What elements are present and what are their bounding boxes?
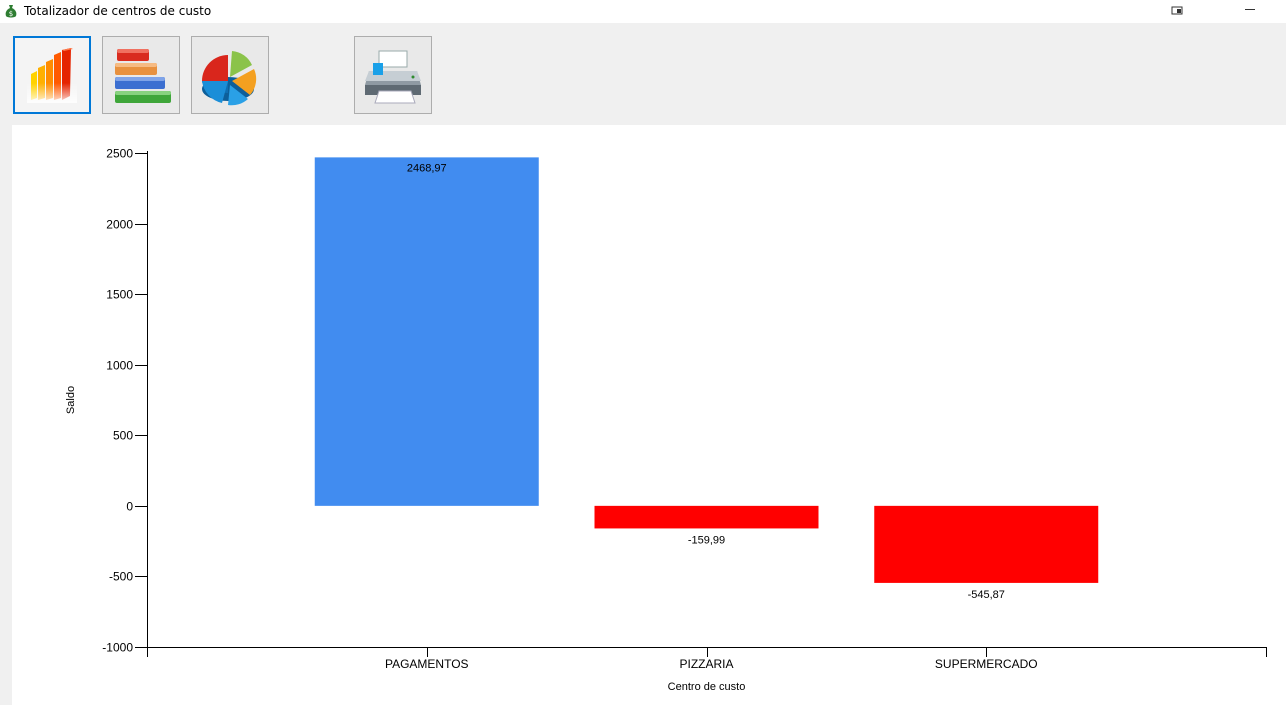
print-button[interactable] [354, 36, 432, 114]
bar-value-label: -545,87 [968, 589, 1005, 601]
bar-chart: 2500 2000 1500 1000 500 0 -500 -1000 2468,97 PAGA… [65, 147, 1267, 693]
bar-value-label: -159,99 [688, 534, 725, 546]
bar [314, 157, 539, 506]
y-tick-label: 2000 [106, 218, 133, 232]
pie-chart-button[interactable] [191, 36, 269, 114]
x-category-label: PIZZARIA [679, 657, 733, 671]
y-tick-label: 1000 [106, 359, 133, 373]
x-category-label: SUPERMERCADO [935, 657, 1038, 671]
money-bag-icon: $ [5, 5, 17, 18]
window-title: Totalizador de centros de custo [24, 4, 212, 18]
minimize-icon[interactable] [1227, 0, 1273, 23]
y-tick-label: 2500 [106, 147, 133, 161]
title-bar: $ Totalizador de centros de custo [0, 0, 1286, 23]
bar-value-label: 2468,97 [407, 162, 447, 174]
bar [594, 505, 819, 529]
bar-chart-button[interactable] [13, 36, 91, 114]
y-tick-label: 500 [113, 429, 133, 443]
stacked-bars-icon [115, 49, 171, 103]
restore-icon[interactable] [1155, 0, 1201, 23]
y-tick-label: -500 [109, 570, 133, 584]
y-axis-title: Saldo [65, 386, 77, 414]
chart-area: 2500 2000 1500 1000 500 0 -500 -1000 2468,97 PAGA… [12, 125, 1286, 705]
bar-chart-icon [27, 48, 77, 103]
printer-icon [365, 50, 421, 104]
x-category-label: PAGAMENTOS [385, 657, 469, 671]
y-tick-label: 1500 [106, 288, 133, 302]
stacked-chart-button[interactable] [102, 36, 180, 114]
y-tick-label: -1000 [102, 641, 133, 655]
bar [874, 505, 1099, 583]
y-tick-label: 0 [126, 500, 133, 514]
toolbar [0, 23, 1286, 125]
pie-chart-icon [202, 51, 257, 106]
x-axis-title: Centro de custo [668, 681, 746, 693]
left-margin-strip [0, 125, 12, 705]
svg-text:$: $ [9, 10, 13, 18]
